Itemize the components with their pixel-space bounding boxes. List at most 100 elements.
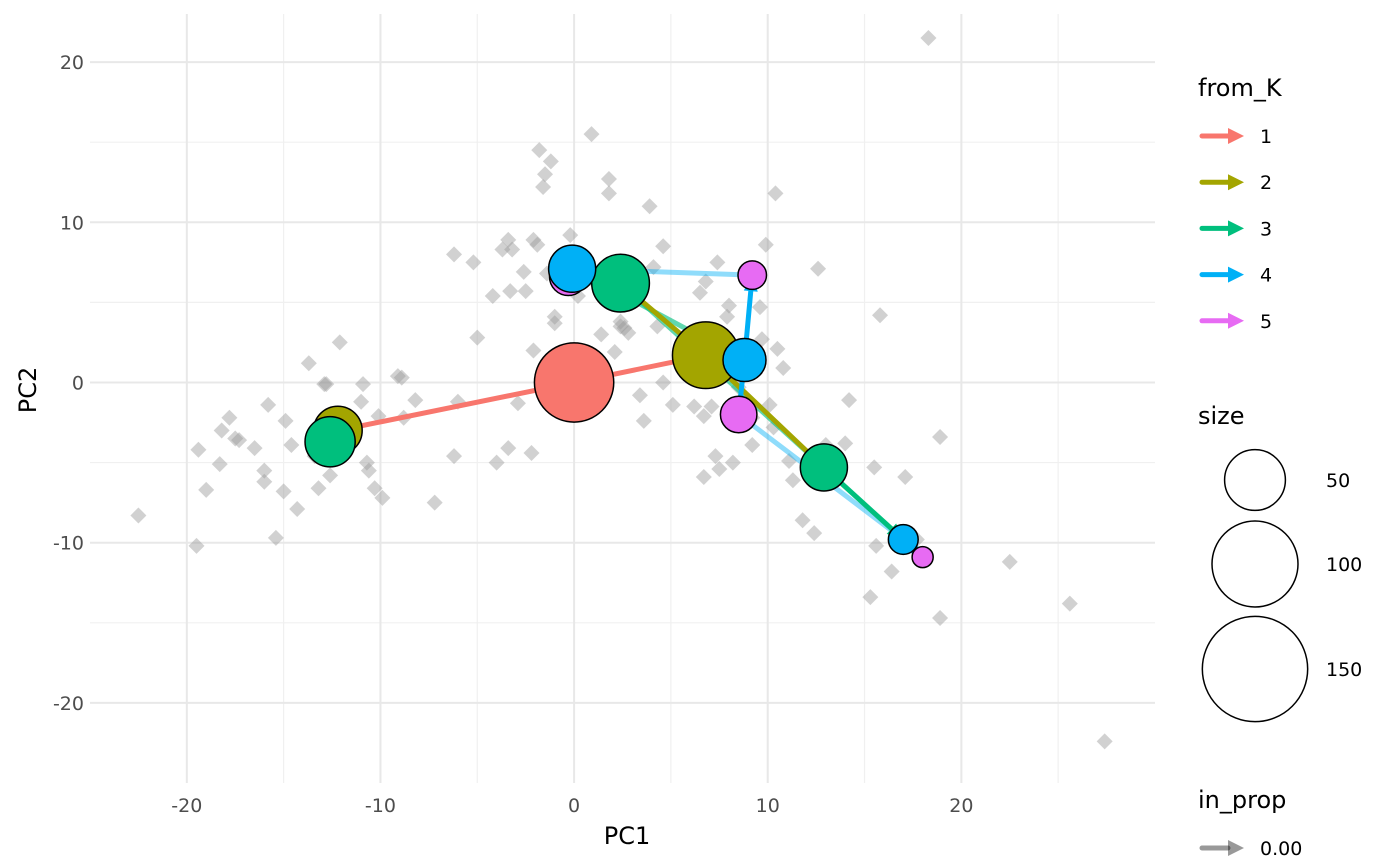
background-point — [542, 153, 559, 170]
background-point — [757, 236, 774, 253]
background-point — [883, 563, 900, 580]
legend-size-entries: 50 100 150 — [1201, 448, 1362, 723]
legend-key-arrowhead — [1228, 220, 1244, 237]
background-point — [583, 126, 600, 143]
background-point — [784, 472, 801, 489]
background-point — [1096, 733, 1113, 750]
background-point — [711, 460, 728, 477]
cluster-node — [911, 545, 934, 569]
background-point — [841, 392, 858, 409]
background-point — [709, 254, 726, 271]
background-point — [767, 185, 784, 202]
legend-title-from-k: from_K — [1198, 74, 1283, 102]
legend-size-circle — [1211, 520, 1299, 608]
y-tick-label: -10 — [53, 533, 84, 555]
background-point — [446, 246, 463, 263]
background-point — [130, 507, 147, 524]
background-point — [465, 254, 482, 271]
background-point — [1001, 553, 1018, 570]
background-point — [494, 241, 511, 258]
background-point — [837, 435, 854, 452]
background-point — [484, 287, 501, 304]
background-point — [641, 198, 658, 215]
background-point — [407, 392, 424, 409]
background-point — [600, 171, 617, 188]
x-tick-label: 10 — [756, 795, 780, 817]
background-point — [515, 263, 532, 280]
legend-size-circle — [1223, 448, 1287, 512]
background-point — [781, 452, 798, 469]
legend-label: 2 — [1260, 172, 1272, 194]
background-point — [529, 236, 546, 253]
y-tick-label: -20 — [53, 693, 84, 715]
legend-label: 1 — [1260, 126, 1272, 148]
background-point — [612, 313, 629, 330]
legend-size-label: 50 — [1326, 470, 1350, 492]
background-point — [358, 454, 375, 471]
background-point — [866, 459, 883, 476]
background-point — [300, 355, 317, 372]
x-tick-label: -20 — [171, 795, 202, 817]
background-point — [691, 284, 708, 301]
y-tick-label: 0 — [72, 372, 84, 394]
minor-gridlines — [90, 14, 1155, 783]
legend-key-arrowhead — [1228, 266, 1244, 283]
background-point — [794, 512, 811, 529]
cluster-nodes — [304, 244, 934, 569]
background-point — [360, 462, 377, 479]
background-point — [631, 387, 648, 404]
background-point — [810, 260, 827, 277]
background-point — [932, 428, 949, 445]
background-point — [277, 412, 294, 429]
background-point — [211, 456, 228, 473]
y-tick-label: 20 — [60, 52, 84, 74]
background-point — [620, 324, 637, 341]
background-point — [310, 480, 327, 497]
background-cell-points — [130, 30, 1113, 750]
background-point — [446, 448, 463, 465]
x-tick-label: -10 — [365, 795, 396, 817]
background-point — [389, 368, 406, 385]
background-point — [695, 469, 712, 486]
background-point — [645, 259, 662, 276]
background-point — [502, 283, 519, 300]
background-point — [655, 374, 672, 391]
background-point — [562, 227, 579, 244]
background-point — [188, 537, 205, 554]
background-point — [500, 440, 517, 457]
legend-label: 4 — [1260, 265, 1272, 287]
legend-size-circle — [1201, 615, 1309, 723]
background-point — [751, 299, 768, 316]
background-point — [697, 273, 714, 290]
background-point — [227, 430, 244, 447]
x-tick-label: 20 — [949, 795, 973, 817]
background-point — [707, 448, 724, 465]
background-point — [806, 525, 823, 542]
background-point — [769, 340, 786, 357]
legend-title-size: size — [1198, 402, 1245, 430]
background-point — [331, 334, 348, 351]
background-point — [500, 231, 517, 248]
cluster-node — [722, 337, 767, 383]
background-point — [504, 241, 521, 258]
background-point — [246, 440, 263, 457]
background-point — [686, 398, 703, 415]
background-point — [872, 307, 889, 324]
legend-size-label: 150 — [1326, 659, 1362, 681]
background-point — [426, 494, 443, 511]
background-point — [517, 283, 534, 300]
background-point — [703, 398, 720, 415]
x-axis-ticks: -20 -10 0 10 20 — [171, 795, 973, 817]
background-point — [322, 467, 339, 484]
background-point — [525, 231, 542, 248]
background-point — [256, 473, 273, 490]
background-point — [190, 441, 207, 458]
background-point — [537, 166, 554, 183]
background-point — [488, 454, 505, 471]
legend-key-arrowhead — [1228, 128, 1244, 144]
y-tick-label: 10 — [60, 212, 84, 234]
y-axis-ticks: -20 -10 0 10 20 — [53, 52, 84, 715]
background-point — [616, 320, 633, 337]
background-point — [721, 297, 737, 314]
background-point — [695, 408, 712, 425]
